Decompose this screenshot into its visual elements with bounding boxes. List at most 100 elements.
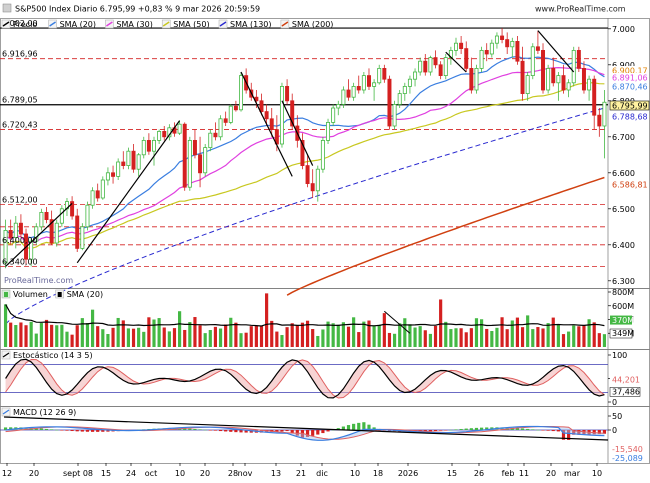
macd-histogram-bar	[520, 428, 525, 430]
candle-up	[187, 139, 192, 188]
candle-up	[556, 75, 561, 84]
candle-up	[80, 226, 85, 249]
trendline	[5, 202, 73, 267]
volume-bar	[137, 327, 141, 347]
macd-histogram-bar	[316, 430, 320, 435]
macd-histogram-bar	[239, 430, 243, 433]
value-tag-box	[610, 66, 649, 75]
candle-down	[18, 222, 23, 235]
macd-histogram-bar	[203, 429, 207, 431]
sma-50-line	[5, 82, 605, 250]
volume-bar	[96, 326, 100, 347]
volume-bar	[9, 322, 13, 347]
macd-histogram-bar	[90, 430, 95, 432]
candle-up	[510, 41, 515, 48]
volume-bar	[249, 326, 253, 347]
value-tag-label: -25,089	[612, 454, 643, 463]
macd-histogram-bar	[96, 430, 100, 432]
candle-down	[387, 78, 392, 127]
macd-histogram-bar	[485, 427, 489, 430]
candle-up	[116, 161, 121, 177]
volume-bar	[208, 330, 212, 347]
volume-bar	[459, 328, 463, 347]
brand-label: www.ProRealTime.com	[535, 5, 626, 14]
macd-histogram-bar	[582, 430, 586, 435]
candle-up	[397, 93, 402, 105]
volume-bar	[162, 327, 166, 347]
candle-up	[315, 168, 320, 192]
macd-histogram-bar	[70, 430, 74, 432]
volume-bar	[280, 335, 284, 347]
line-chart-icon	[2, 352, 10, 358]
volume-bar	[444, 321, 448, 347]
line-chart-icon	[57, 292, 62, 297]
candle-down	[95, 190, 100, 199]
legend-label: SMA (50)	[173, 20, 209, 29]
macd-histogram-bar	[546, 430, 550, 431]
volume-bar	[336, 324, 340, 347]
volume-bar	[295, 325, 299, 347]
line-chart-icon	[162, 21, 170, 27]
volume-bar	[372, 325, 376, 347]
candle-up	[336, 104, 341, 109]
trendline	[445, 51, 467, 73]
volume-bar	[19, 322, 23, 347]
value-tag-box	[610, 82, 649, 91]
value-tag-box	[609, 100, 650, 111]
value-tag-box	[610, 454, 644, 462]
macd-histogram-bar	[336, 428, 340, 430]
macd-histogram-bar	[39, 428, 43, 430]
x-tick-label: nov	[238, 469, 253, 478]
level-label: 6.916,96	[2, 50, 38, 59]
level-label: 6.400,00	[2, 236, 38, 245]
macd-histogram-bar	[50, 429, 54, 430]
candle-down	[581, 68, 586, 91]
candle-up	[341, 89, 346, 105]
volume-bar	[474, 318, 479, 347]
macd-histogram-bar	[3, 427, 8, 430]
candle-down	[433, 57, 438, 66]
volume-bar	[510, 320, 514, 347]
volume-bar	[382, 313, 386, 347]
candle-down	[121, 161, 126, 166]
macd-histogram-bar	[224, 430, 228, 432]
volume-bar	[65, 331, 69, 347]
candle-up	[152, 139, 156, 152]
macd-histogram-bar	[433, 430, 438, 431]
x-tick-label: 18	[373, 469, 383, 478]
value-tag-box	[610, 180, 649, 189]
volume-bar	[531, 329, 535, 347]
volume-bar	[183, 329, 187, 347]
value-tag-label: -15,540	[612, 445, 643, 454]
level-label: 6.720,43	[2, 120, 38, 129]
volume-bar	[582, 325, 586, 347]
volume-bar	[131, 328, 136, 347]
macd-histogram-bar	[275, 430, 279, 432]
line-chart-icon	[2, 21, 10, 27]
volume-bar	[234, 322, 238, 347]
macd-histogram-bar	[229, 430, 233, 432]
y-tick-label: 100	[612, 351, 627, 360]
legend-label: SMA (30)	[116, 20, 152, 29]
macd-histogram-bar	[459, 428, 463, 430]
value-tag-box	[610, 73, 649, 82]
stochastic-k-line	[5, 358, 605, 399]
candle-down	[182, 123, 187, 188]
volume-bar	[305, 320, 310, 347]
trendline	[76, 120, 181, 264]
volume-bar	[367, 320, 371, 347]
moving-averages	[5, 55, 605, 325]
candle-down	[576, 50, 581, 69]
macd-histogram-bar	[556, 430, 560, 432]
macd-histogram-bar	[500, 427, 504, 430]
collapse-icon[interactable]	[2, 3, 12, 13]
candle-up	[105, 172, 110, 181]
volume-trendline	[384, 310, 411, 334]
candle-down	[346, 89, 351, 98]
candle-down	[146, 139, 151, 152]
volume-bar	[536, 327, 540, 347]
candle-down	[70, 201, 75, 217]
candle-down	[162, 130, 167, 138]
volume-bar	[316, 335, 320, 347]
candle-up	[34, 226, 39, 242]
